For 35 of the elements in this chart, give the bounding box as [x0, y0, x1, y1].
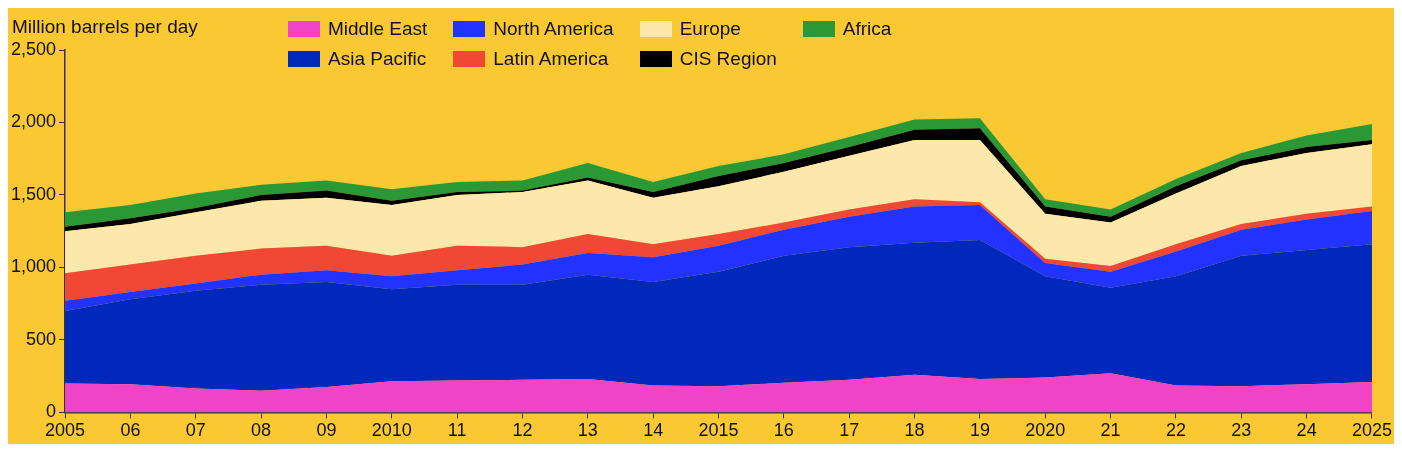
x-tick-label: 2005 — [45, 420, 86, 441]
y-tick-label: 500 — [26, 328, 57, 349]
x-tick-label: 11 — [447, 420, 467, 441]
legend-label: Middle East — [328, 18, 428, 40]
x-tick-label: 2010 — [371, 420, 412, 441]
x-tick-label: 16 — [773, 420, 794, 441]
x-tick-label: 13 — [577, 420, 598, 441]
x-tick-label: 17 — [839, 420, 860, 441]
y-tick-label: 1,500 — [11, 183, 57, 204]
x-tick-label: 22 — [1165, 420, 1186, 441]
legend-label: Africa — [842, 18, 892, 40]
x-tick-label: 21 — [1100, 420, 1121, 441]
legend-label: Asia Pacific — [328, 48, 427, 70]
x-tick-label: 18 — [904, 420, 925, 441]
y-tick-label: 0 — [46, 401, 57, 422]
x-tick-label: 2020 — [1025, 420, 1066, 441]
x-tick-label: 2025 — [1351, 420, 1392, 441]
legend-label: CIS Region — [679, 48, 777, 70]
x-tick-label: 07 — [185, 420, 206, 441]
x-tick-label: 09 — [316, 420, 337, 441]
y-tick-label: 1,000 — [11, 256, 57, 277]
y-tick-label: 2,500 — [11, 38, 57, 59]
y-tick-label: 2,000 — [11, 111, 57, 132]
x-tick-label: 2015 — [698, 420, 739, 441]
x-tick-label: 14 — [643, 420, 664, 441]
legend-label: Latin America — [493, 48, 609, 70]
x-tick-label: 23 — [1231, 420, 1252, 441]
x-tick-label: 08 — [251, 420, 272, 441]
y-axis-title: Million barrels per day — [12, 16, 198, 38]
x-tick-label: 06 — [120, 420, 141, 441]
x-tick-label: 12 — [512, 420, 533, 441]
legend-label: North America — [493, 18, 614, 40]
legend-label: Europe — [679, 18, 741, 40]
x-tick-label: 19 — [969, 420, 990, 441]
x-tick-label: 24 — [1296, 420, 1317, 441]
